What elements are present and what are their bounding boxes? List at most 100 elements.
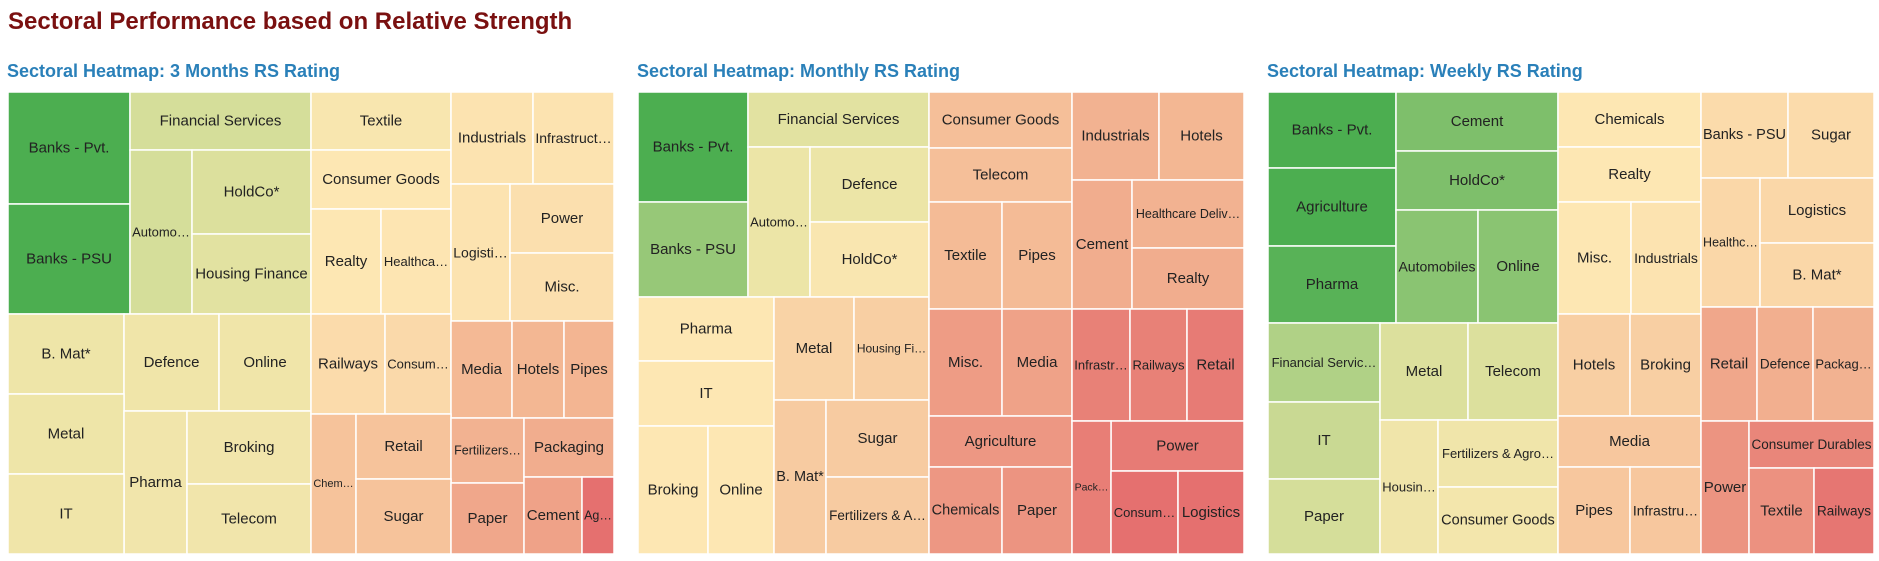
tile-power[interactable]: Power	[509, 183, 614, 254]
tile-media[interactable]: Media	[1001, 308, 1073, 417]
tile-consum[interactable]: Consum…	[384, 313, 452, 415]
tile-it[interactable]: IT	[1268, 401, 1381, 480]
tile-defence[interactable]: Defence	[1756, 306, 1814, 422]
tile-pharma[interactable]: Pharma	[123, 410, 188, 554]
tile-paper[interactable]: Paper	[1268, 478, 1381, 554]
tile-cement[interactable]: Cement	[1395, 92, 1559, 152]
tile-defence[interactable]: Defence	[123, 313, 220, 412]
tile-consumer-goods[interactable]: Consumer Goods	[1437, 486, 1559, 554]
tile-online[interactable]: Online	[218, 313, 312, 412]
tile-it[interactable]: IT	[8, 473, 125, 554]
tile-pipes[interactable]: Pipes	[1557, 466, 1631, 554]
tile-healthca[interactable]: Healthca…	[380, 208, 452, 315]
tile-paper[interactable]: Paper	[1001, 466, 1073, 554]
tile-b-mat[interactable]: B. Mat*	[8, 313, 125, 395]
tile-banks-pvt[interactable]: Banks - Pvt.	[1268, 92, 1397, 169]
tile-metal[interactable]: Metal	[8, 393, 125, 475]
tile-paper[interactable]: Paper	[450, 482, 525, 554]
tile-pipes[interactable]: Pipes	[1001, 201, 1073, 310]
tile-pharma[interactable]: Pharma	[1268, 245, 1397, 324]
tile-broking[interactable]: Broking	[186, 410, 312, 485]
tile-power[interactable]: Power	[1700, 420, 1750, 554]
tile-textile[interactable]: Textile	[1748, 467, 1815, 554]
tile-holdco[interactable]: HoldCo*	[191, 149, 312, 235]
tile-telecom[interactable]: Telecom	[928, 147, 1073, 203]
tile-telecom[interactable]: Telecom	[186, 483, 312, 554]
tile-railways[interactable]: Railways	[310, 313, 386, 415]
tile-banks-psu[interactable]: Banks - PSU	[1700, 92, 1789, 179]
tile-chemicals[interactable]: Chemicals	[928, 466, 1003, 554]
tile-healthc[interactable]: Healthc…	[1700, 177, 1761, 308]
tile-retail[interactable]: Retail	[1186, 308, 1244, 422]
tile-banks-pvt[interactable]: Banks - Pvt.	[8, 92, 131, 205]
tile-housin[interactable]: Housin…	[1379, 419, 1439, 554]
tile-banks-pvt[interactable]: Banks - Pvt.	[638, 92, 749, 203]
tile-online[interactable]: Online	[707, 425, 775, 554]
tile-it[interactable]: IT	[638, 360, 775, 427]
tile-defence[interactable]: Defence	[809, 146, 930, 223]
tile-media[interactable]: Media	[450, 320, 513, 419]
tile-agriculture[interactable]: Agriculture	[1268, 167, 1397, 247]
tile-healthcare-deliv[interactable]: Healthcare Deliv…	[1131, 179, 1244, 249]
tile-holdco[interactable]: HoldCo*	[1395, 150, 1559, 211]
tile-industrials[interactable]: Industrials	[450, 92, 534, 185]
tile-textile[interactable]: Textile	[928, 201, 1003, 310]
tile-realty[interactable]: Realty	[1131, 247, 1244, 310]
tile-consumer-durables[interactable]: Consumer Durables	[1748, 420, 1874, 469]
tile-realty[interactable]: Realty	[1557, 146, 1702, 203]
tile-hotels[interactable]: Hotels	[1158, 92, 1244, 181]
tile-power[interactable]: Power	[1110, 420, 1244, 472]
tile-logisti[interactable]: Logisti…	[450, 183, 511, 322]
tile-broking[interactable]: Broking	[1629, 313, 1702, 417]
tile-misc[interactable]: Misc.	[1557, 201, 1632, 315]
tile-infrastru[interactable]: Infrastru…	[1629, 466, 1702, 554]
tile-realty[interactable]: Realty	[310, 208, 382, 315]
tile-fertilizers[interactable]: Fertilizers…	[450, 417, 525, 484]
tile-automobiles[interactable]: Automobiles	[1395, 209, 1479, 324]
tile-fertilizers-agro[interactable]: Fertilizers & Agro…	[1437, 419, 1559, 488]
tile-automo[interactable]: Automo…	[129, 149, 193, 315]
tile-chem[interactable]: Chem…	[310, 413, 357, 554]
tile-financial-services[interactable]: Financial Services	[747, 92, 930, 148]
tile-sugar[interactable]: Sugar	[825, 399, 930, 478]
tile-b-mat[interactable]: B. Mat*	[773, 399, 827, 554]
tile-banks-psu[interactable]: Banks - PSU	[8, 203, 131, 315]
tile-packaging[interactable]: Packaging	[523, 417, 614, 478]
tile-housing-finance[interactable]: Housing Finance	[191, 233, 312, 315]
tile-metal[interactable]: Metal	[773, 296, 855, 401]
tile-agriculture[interactable]: Agriculture	[928, 415, 1073, 468]
tile-packag[interactable]: Packag…	[1812, 306, 1874, 422]
tile-misc[interactable]: Misc.	[509, 252, 614, 322]
tile-online[interactable]: Online	[1477, 209, 1559, 324]
tile-railways[interactable]: Railways	[1813, 467, 1874, 554]
tile-industrials[interactable]: Industrials	[1071, 92, 1160, 181]
tile-media[interactable]: Media	[1557, 415, 1702, 468]
tile-ag[interactable]: Ag…	[581, 476, 614, 554]
tile-retail[interactable]: Retail	[355, 413, 452, 480]
tile-infrastr[interactable]: Infrastr…	[1071, 308, 1131, 422]
tile-cement[interactable]: Cement	[523, 476, 583, 554]
tile-consumer-goods[interactable]: Consumer Goods	[928, 92, 1073, 149]
tile-hotels[interactable]: Hotels	[511, 320, 565, 419]
tile-sugar[interactable]: Sugar	[355, 478, 452, 554]
tile-housing-fi[interactable]: Housing Fi…	[853, 296, 930, 401]
tile-pipes[interactable]: Pipes	[563, 320, 614, 419]
tile-misc[interactable]: Misc.	[928, 308, 1003, 417]
tile-consumer-goods[interactable]: Consumer Goods	[310, 149, 452, 210]
tile-chemicals[interactable]: Chemicals	[1557, 92, 1702, 148]
tile-financial-servic[interactable]: Financial Servic…	[1268, 322, 1381, 403]
tile-financial-services[interactable]: Financial Services	[129, 92, 312, 151]
tile-banks-psu[interactable]: Banks - PSU	[638, 201, 749, 298]
tile-holdco[interactable]: HoldCo*	[809, 221, 930, 298]
tile-broking[interactable]: Broking	[638, 425, 709, 554]
tile-telecom[interactable]: Telecom	[1467, 322, 1559, 421]
tile-industrials[interactable]: Industrials	[1630, 201, 1702, 315]
tile-sugar[interactable]: Sugar	[1787, 92, 1874, 179]
tile-retail[interactable]: Retail	[1700, 306, 1758, 422]
tile-metal[interactable]: Metal	[1379, 322, 1469, 421]
tile-pharma[interactable]: Pharma	[638, 296, 775, 362]
tile-automo[interactable]: Automo…	[747, 146, 811, 298]
tile-hotels[interactable]: Hotels	[1557, 313, 1631, 417]
tile-logistics[interactable]: Logistics	[1759, 177, 1874, 244]
tile-logistics[interactable]: Logistics	[1177, 470, 1244, 554]
